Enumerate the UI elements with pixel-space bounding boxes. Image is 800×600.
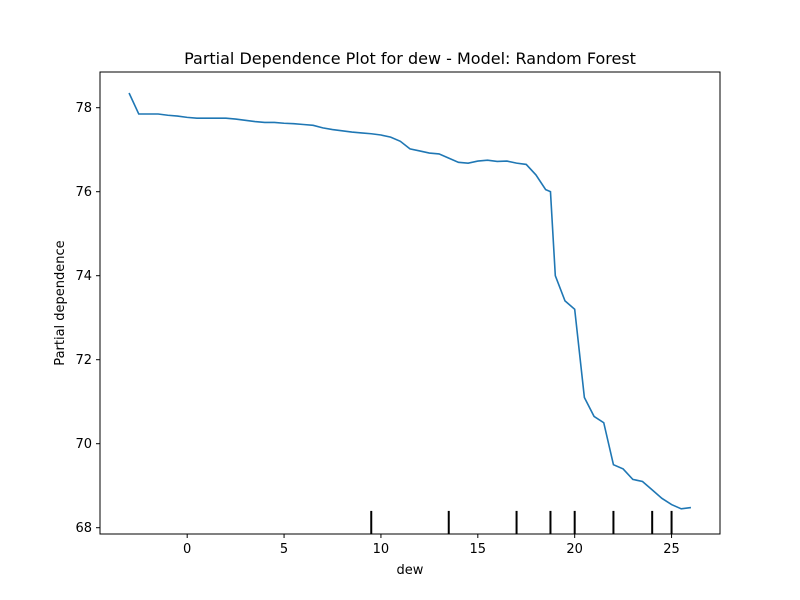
plot-area-frame [99,71,721,535]
x-tick-label: 5 [280,542,288,557]
y-axis: 68 70 72 74 76 78 [75,101,100,536]
x-tick-label: 0 [183,542,191,557]
x-tick-label: 10 [373,542,390,557]
x-axis: 0 5 10 15 20 25 [183,534,680,557]
partial-dependence-line [128,92,692,510]
rug-marks [370,510,673,534]
y-tick-label: 74 [75,269,92,284]
y-tick-label: 78 [75,101,92,116]
y-tick-label: 76 [75,185,92,200]
x-tick-label: 25 [663,542,680,557]
x-tick-label: 15 [470,542,487,557]
y-axis-label: Partial dependence [53,240,68,365]
chart-title: Partial Dependence Plot for dew - Model:… [184,49,636,68]
y-tick-label: 68 [75,521,92,536]
x-tick-label: 20 [566,542,583,557]
y-tick-label: 72 [75,353,92,368]
y-tick-label: 70 [75,437,92,452]
x-axis-label: dew [397,563,424,578]
